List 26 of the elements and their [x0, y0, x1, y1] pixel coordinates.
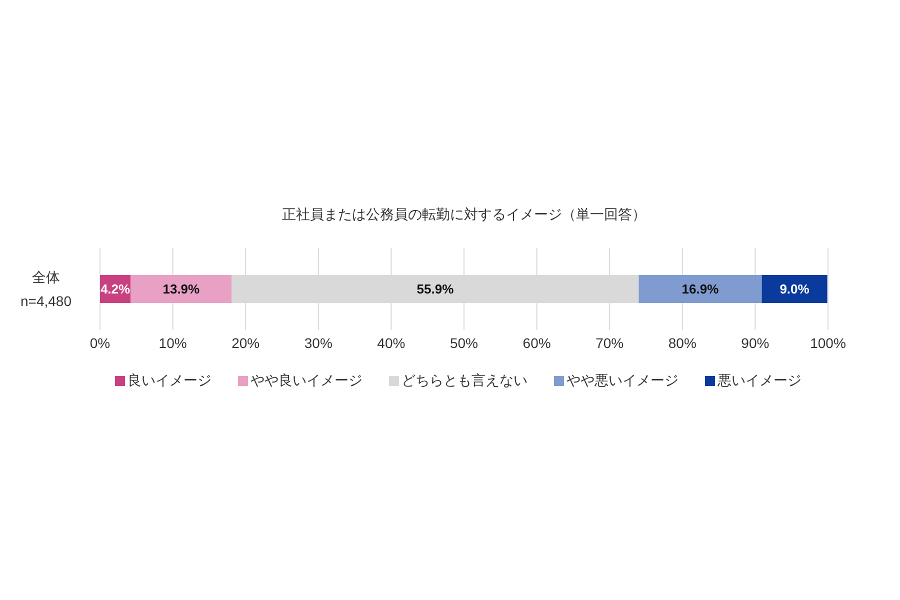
x-tick-label: 20% — [232, 334, 260, 351]
chart-title: 正社員または公務員の転勤に対するイメージ（単一回答） — [281, 206, 647, 224]
x-tick-label: 60% — [522, 334, 551, 351]
legend-label: 良いイメージ — [128, 372, 212, 390]
legend-label: 悪いイメージ — [718, 372, 802, 390]
bar — [762, 275, 828, 303]
x-tick-label: 50% — [450, 334, 478, 351]
bar — [130, 275, 232, 303]
x-tick-label: 40% — [377, 334, 406, 351]
x-tick-label: 80% — [668, 334, 696, 351]
data-label: 9.0% — [780, 282, 810, 297]
y-tick-label: 全体 n=4,480 — [20, 269, 72, 309]
x-tick-label: 30% — [304, 334, 332, 351]
x-tick-label: 90% — [741, 334, 770, 351]
x-tick-label: 0% — [90, 334, 110, 351]
data-label: 4.2% — [100, 282, 131, 297]
x-tick-label: 70% — [596, 334, 624, 351]
data-label: 16.9% — [682, 282, 720, 297]
legend-label: どちらとも言えない — [402, 372, 528, 390]
data-label: 13.9% — [162, 282, 200, 297]
bar — [638, 275, 762, 303]
legend-label: やや良いイメージ — [250, 372, 362, 390]
x-tick-label: 100% — [810, 334, 846, 351]
x-tick-label: 10% — [158, 334, 187, 351]
data-label: 55.9% — [416, 282, 454, 297]
legend-label: やや悪いイメージ — [566, 372, 678, 390]
